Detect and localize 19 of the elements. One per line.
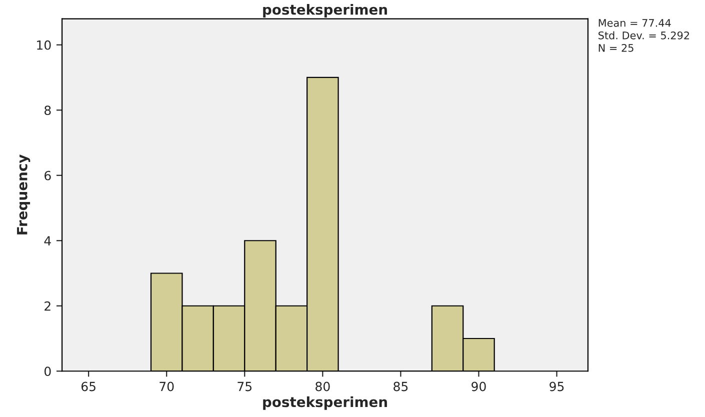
x-tick-label: 70 (160, 382, 174, 392)
text: Mean = 77.44 (598, 19, 671, 27)
x-tick-label: 65 (81, 382, 96, 392)
chart-title: posteksperimen (263, 4, 387, 18)
y-tick-label: 6 (44, 170, 51, 180)
x-tick-label: 80 (316, 382, 330, 392)
text: Std. Dev. = 5.292 (598, 31, 689, 40)
y-tick-label: 2 (44, 301, 50, 311)
x-tick-label: 95 (550, 382, 564, 392)
x-axis-title: posteksperimen (263, 396, 387, 410)
y-tick-label: 0 (44, 366, 51, 376)
x-tick-label: 75 (238, 382, 252, 392)
y-axis-title: Frequency (17, 154, 30, 234)
x-tick-label: 90 (472, 382, 486, 392)
y-tick-label: 10 (37, 40, 51, 50)
text: N = 25 (598, 44, 634, 52)
y-tick-label: 4 (44, 236, 51, 246)
x-tick-label: 85 (394, 382, 408, 392)
y-tick-label: 8 (44, 106, 51, 116)
